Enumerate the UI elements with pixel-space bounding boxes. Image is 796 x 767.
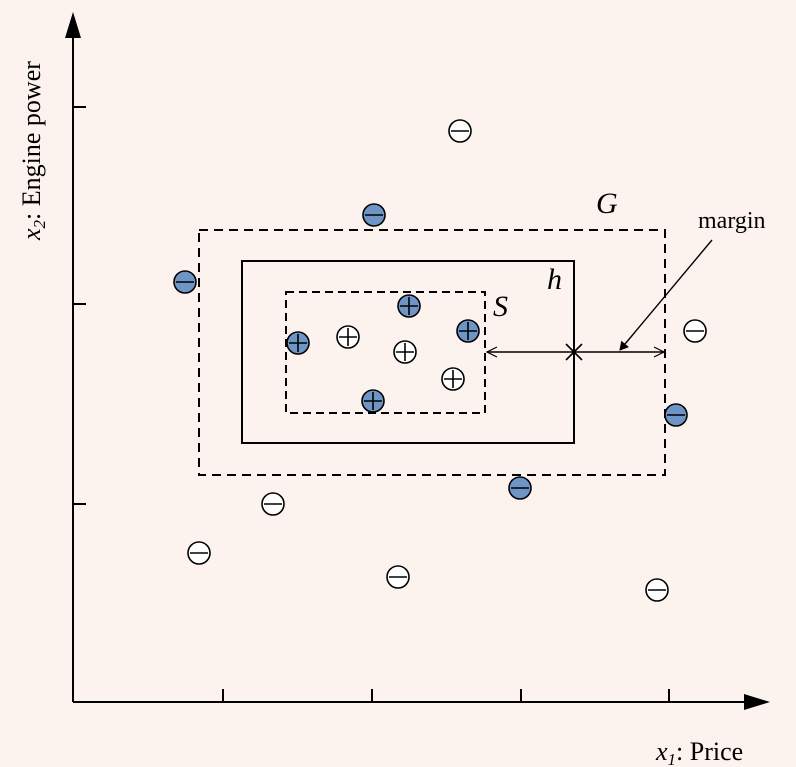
negative-point-filled bbox=[173, 270, 197, 294]
inner-hypothesis-s-rect bbox=[285, 291, 486, 414]
negative-point-filled bbox=[362, 203, 386, 227]
negative-point-filled bbox=[664, 403, 688, 427]
margin-midpoint-cross bbox=[565, 343, 583, 361]
positive-point-filled bbox=[397, 294, 421, 318]
positive-point-hollow bbox=[336, 325, 360, 349]
negative-point-hollow bbox=[683, 319, 707, 343]
negative-point-hollow bbox=[645, 578, 669, 602]
positive-point-filled bbox=[456, 319, 480, 343]
label-g: G bbox=[596, 187, 618, 220]
x-axis-label: x1: Price bbox=[655, 737, 743, 767]
negative-point-hollow bbox=[187, 541, 211, 565]
positive-point-filled bbox=[361, 389, 385, 413]
y-axis-label: x2: Engine power bbox=[17, 61, 49, 241]
positive-point-hollow bbox=[441, 367, 465, 391]
x-axis-arrowhead bbox=[744, 694, 770, 710]
negative-point-filled bbox=[508, 476, 532, 500]
negative-point-hollow bbox=[386, 565, 410, 589]
negative-point-hollow bbox=[448, 119, 472, 143]
label-s: S bbox=[493, 290, 508, 323]
margin-pointer-arrow bbox=[619, 239, 713, 351]
label-margin: margin bbox=[698, 208, 766, 234]
positive-point-hollow bbox=[393, 340, 417, 364]
y-axis-arrowhead bbox=[65, 12, 81, 38]
positive-point-filled bbox=[286, 331, 310, 355]
negative-point-hollow bbox=[261, 492, 285, 516]
label-h: h bbox=[547, 263, 562, 296]
